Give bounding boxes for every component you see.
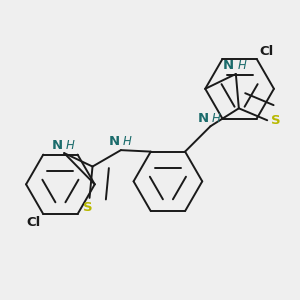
Text: H: H	[122, 135, 131, 148]
Text: S: S	[83, 201, 93, 214]
Text: N: N	[198, 112, 209, 125]
Text: S: S	[271, 114, 281, 127]
Text: Cl: Cl	[26, 216, 40, 229]
Text: N: N	[223, 59, 234, 73]
Text: H: H	[66, 139, 74, 152]
Text: N: N	[52, 139, 63, 152]
Text: Cl: Cl	[260, 45, 274, 58]
Text: N: N	[108, 135, 119, 148]
Text: H: H	[237, 59, 246, 73]
Text: H: H	[212, 112, 221, 125]
